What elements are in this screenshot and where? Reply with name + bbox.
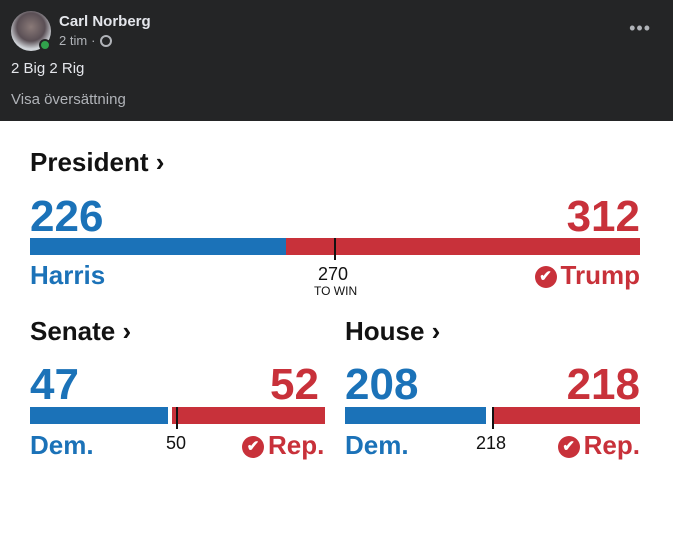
president-title: President › — [30, 147, 165, 177]
separator: · — [91, 33, 96, 48]
president-rep-name: Trump — [560, 260, 640, 290]
house-rep-name: Rep. — [583, 430, 640, 460]
president-threshold-label: TO WIN — [314, 284, 358, 298]
senate-rep-name: Rep. — [268, 430, 325, 460]
president-rep-bar — [286, 238, 640, 255]
post-text: 2 Big 2 Rig — [11, 60, 85, 77]
senate-dem-bar — [30, 407, 168, 424]
post-meta: 2 tim · — [59, 33, 112, 48]
senate-title: Senate › — [30, 316, 132, 346]
author-name[interactable]: Carl Norberg — [59, 13, 151, 30]
senate-dem-count: 47 — [30, 360, 79, 409]
see-translation-link[interactable]: Visa översättning — [11, 91, 126, 108]
house-dem-bar — [345, 407, 486, 424]
globe-icon — [99, 34, 112, 47]
senate-rep-count: 52 — [270, 360, 319, 409]
house-dem-name: Dem. — [345, 430, 409, 460]
winner-check-icon: ✔ — [242, 436, 264, 458]
senate-dem-name: Dem. — [30, 430, 94, 460]
senate-rep-bar — [172, 407, 325, 424]
post-time[interactable]: 2 tim — [59, 33, 88, 48]
president-threshold-tick — [334, 238, 336, 260]
house-title: House › — [345, 316, 441, 346]
winner-check-icon: ✔ — [534, 266, 557, 288]
house-threshold: 218 — [476, 433, 507, 453]
house-rep-count: 218 — [566, 360, 640, 409]
senate-threshold: 50 — [166, 433, 187, 453]
president-dem-name: Harris — [30, 260, 106, 290]
winner-check-icon: ✔ — [557, 436, 580, 458]
president-dem-count: 226 — [30, 192, 104, 241]
president-dem-bar — [30, 238, 286, 255]
house-dem-count: 208 — [345, 360, 419, 409]
more-options-button[interactable]: ••• — [629, 18, 651, 38]
house-rep-bar — [494, 407, 640, 424]
post-header: Carl Norberg 2 tim · ••• 2 Big 2 Rig Vis… — [0, 0, 673, 121]
online-status-icon — [39, 39, 51, 51]
president-threshold: 270 — [318, 264, 349, 284]
house-threshold-tick — [492, 407, 494, 429]
president-rep-count: 312 — [566, 192, 640, 241]
senate-threshold-tick — [176, 407, 178, 429]
